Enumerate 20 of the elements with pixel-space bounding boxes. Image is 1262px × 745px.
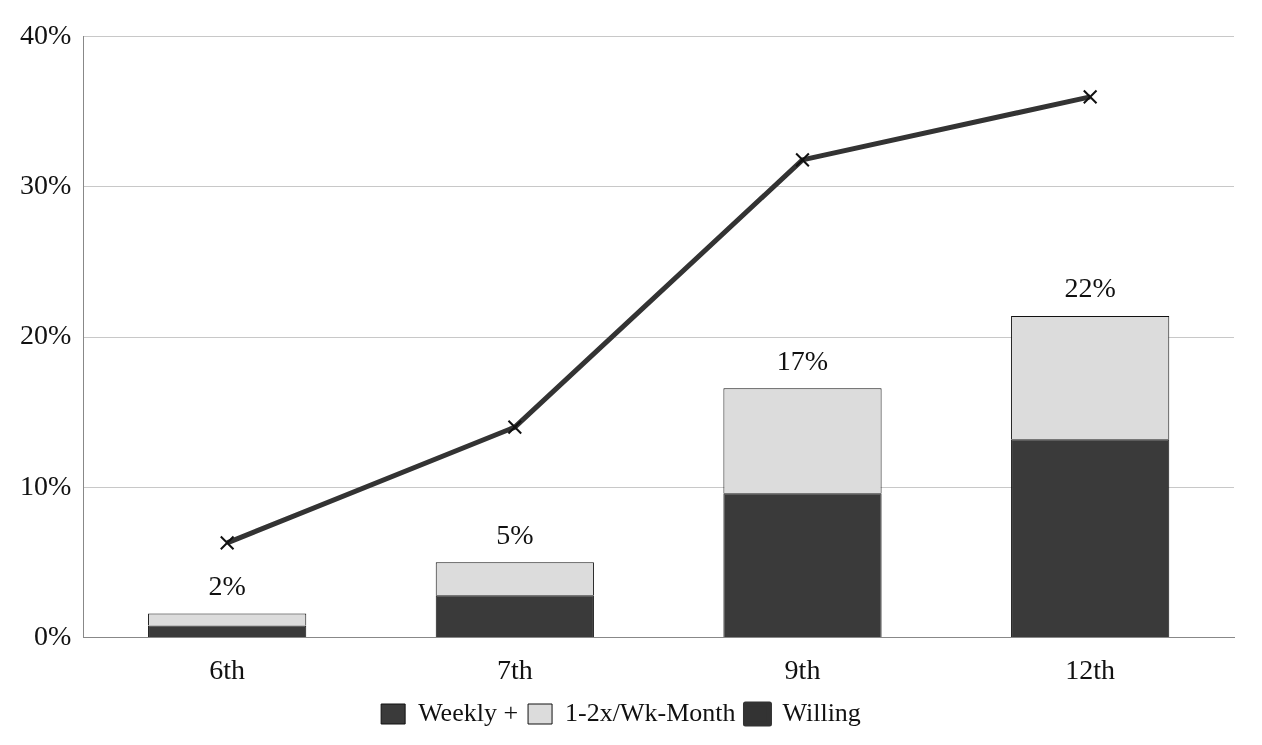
x-tick-label: 6th [209, 653, 246, 685]
x-tick-label: 7th [496, 653, 533, 685]
y-tick-label: 40% [20, 19, 72, 51]
legend-label: 1-2x/Wk-Month [565, 697, 736, 727]
x-tick-label: 12th [1065, 653, 1116, 685]
total-label: 5% [496, 518, 534, 550]
y-tick-label: 30% [20, 169, 72, 201]
point [795, 152, 810, 168]
y-tick-label: 10% [20, 469, 72, 501]
point [1082, 89, 1098, 105]
total-label: 22% [1064, 272, 1116, 304]
y-tick-label: 0% [34, 619, 72, 651]
point [507, 419, 523, 435]
legend-label: Willing [782, 697, 861, 727]
point [219, 535, 235, 551]
x-tick-label: 9th [784, 653, 821, 685]
legend-label: Weekly + [418, 697, 519, 727]
total-label: 17% [776, 344, 829, 376]
y-tick-label: 20% [20, 319, 72, 351]
total-label: 2% [208, 569, 246, 601]
